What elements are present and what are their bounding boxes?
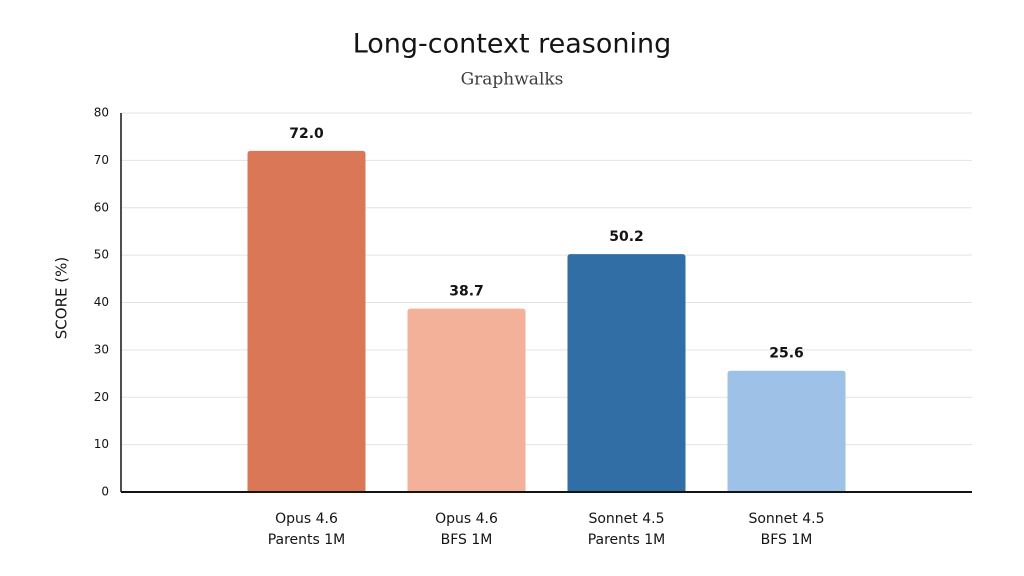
x-tick-label: Parents 1M xyxy=(268,532,346,548)
chart-subtitle: Graphwalks xyxy=(461,70,564,90)
bar xyxy=(247,150,366,492)
bar xyxy=(407,308,526,492)
x-tick-label: Parents 1M xyxy=(588,532,666,548)
value-label: 72.0 xyxy=(289,126,324,142)
x-tick-label: BFS 1M xyxy=(441,532,493,548)
y-tick-label: 70 xyxy=(94,153,109,167)
y-tick-label: 0 xyxy=(101,485,109,499)
y-tick-label: 60 xyxy=(94,200,109,214)
chart-title: Long-context reasoning xyxy=(353,29,672,60)
y-axis-label: SCORE (%) xyxy=(53,257,71,339)
x-tick-label: Opus 4.6 xyxy=(275,511,338,527)
x-tick-label: Opus 4.6 xyxy=(435,511,498,527)
y-tick-label: 10 xyxy=(94,437,109,451)
bar xyxy=(727,370,846,492)
y-tick-label: 40 xyxy=(94,295,109,309)
x-tick-label: Sonnet 4.5 xyxy=(748,511,824,527)
y-tick-label: 50 xyxy=(94,248,109,262)
value-label: 38.7 xyxy=(449,284,484,300)
x-tick-label: BFS 1M xyxy=(761,532,813,548)
y-tick-label: 80 xyxy=(94,106,109,120)
value-label: 25.6 xyxy=(769,346,804,362)
x-tick-label: Sonnet 4.5 xyxy=(588,511,664,527)
y-tick-label: 20 xyxy=(94,390,109,404)
value-label: 50.2 xyxy=(609,229,644,245)
bar xyxy=(567,254,686,492)
y-tick-label: 30 xyxy=(94,342,109,356)
